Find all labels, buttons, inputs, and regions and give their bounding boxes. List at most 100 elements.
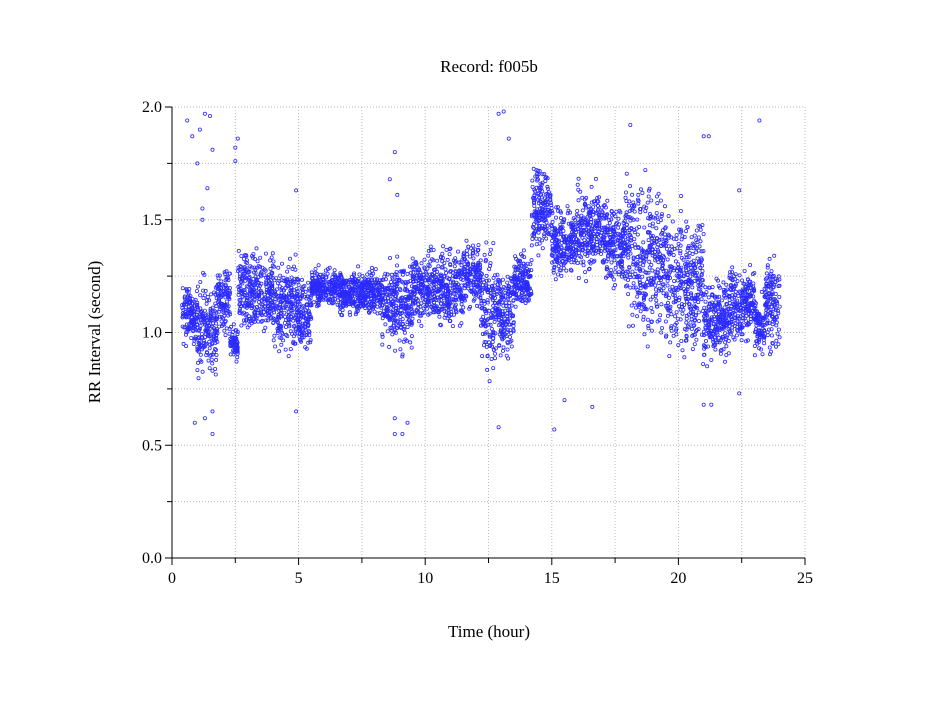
data-point — [683, 356, 686, 359]
data-point — [513, 272, 516, 275]
data-point — [674, 260, 677, 263]
data-point — [667, 214, 670, 217]
data-point — [650, 306, 653, 309]
data-point — [237, 249, 240, 252]
data-point — [546, 187, 549, 190]
data-point — [530, 259, 533, 262]
data-point — [420, 262, 423, 265]
data-point — [195, 290, 198, 293]
data-point — [685, 321, 688, 324]
data-point — [645, 281, 648, 284]
data-point — [691, 348, 694, 351]
data-point — [749, 263, 752, 266]
data-point — [502, 346, 505, 349]
data-point — [192, 342, 195, 345]
data-point — [481, 355, 484, 358]
data-point — [612, 278, 615, 281]
data-point — [743, 269, 746, 272]
data-point — [656, 202, 659, 205]
data-point — [530, 244, 533, 247]
data-point — [706, 365, 709, 368]
data-point — [693, 343, 696, 346]
data-point — [537, 254, 540, 257]
data-point — [704, 286, 707, 289]
data-point — [272, 260, 275, 263]
data-point — [215, 353, 218, 356]
data-point — [641, 275, 644, 278]
data-point — [292, 319, 295, 322]
data-point — [556, 273, 559, 276]
data-point — [482, 344, 485, 347]
data-point — [617, 226, 620, 229]
data-point — [388, 345, 391, 348]
data-point — [232, 323, 235, 326]
data-point — [629, 184, 632, 187]
data-point — [283, 321, 286, 324]
data-point — [637, 193, 640, 196]
data-point — [531, 237, 534, 240]
data-point — [576, 183, 579, 186]
data-point — [582, 264, 585, 267]
data-point — [695, 338, 698, 341]
data-point — [662, 292, 665, 295]
data-point — [630, 304, 633, 307]
data-point — [505, 354, 508, 357]
data-point — [460, 284, 463, 287]
data-point — [627, 325, 630, 328]
data-point — [410, 346, 413, 349]
data-point — [199, 353, 202, 356]
data-point — [697, 319, 700, 322]
data-point — [674, 315, 677, 318]
data-point — [667, 296, 670, 299]
data-point — [659, 199, 662, 202]
data-point — [655, 299, 658, 302]
data-point — [626, 278, 629, 281]
data-point — [624, 191, 627, 194]
data-point — [211, 362, 214, 365]
data-point — [468, 255, 471, 258]
data-point — [666, 314, 669, 317]
data-point — [725, 283, 728, 286]
data-point — [486, 368, 489, 371]
data-point — [287, 355, 290, 358]
data-point — [610, 261, 613, 264]
data-point — [685, 230, 688, 233]
data-point — [704, 339, 707, 342]
data-point — [680, 194, 683, 197]
data-point — [577, 177, 580, 180]
data-point — [357, 265, 360, 268]
data-point — [681, 349, 684, 352]
data-point — [274, 345, 277, 348]
data-point — [385, 303, 388, 306]
data-point — [190, 336, 193, 339]
data-point — [445, 271, 448, 274]
data-point — [522, 249, 525, 252]
data-point — [606, 199, 609, 202]
data-point — [514, 305, 517, 308]
data-point — [702, 363, 705, 366]
data-point — [590, 185, 593, 188]
data-point — [280, 262, 283, 265]
data-point — [309, 341, 312, 344]
data-point — [695, 229, 698, 232]
data-point — [660, 303, 663, 306]
data-point — [594, 177, 597, 180]
data-point — [314, 267, 317, 270]
data-point — [465, 249, 468, 252]
data-point — [398, 339, 401, 342]
data-point — [220, 320, 223, 323]
data-point — [672, 334, 675, 337]
data-point — [264, 252, 267, 255]
data-point — [236, 356, 239, 359]
data-point — [584, 271, 587, 274]
data-point — [406, 326, 409, 329]
data-point — [703, 306, 706, 309]
data-point — [489, 323, 492, 326]
data-point — [469, 247, 472, 250]
data-point — [506, 275, 509, 278]
data-point — [648, 224, 651, 227]
data-point — [569, 268, 572, 271]
data-point — [541, 247, 544, 250]
data-point — [493, 357, 496, 360]
data-point — [495, 290, 498, 293]
